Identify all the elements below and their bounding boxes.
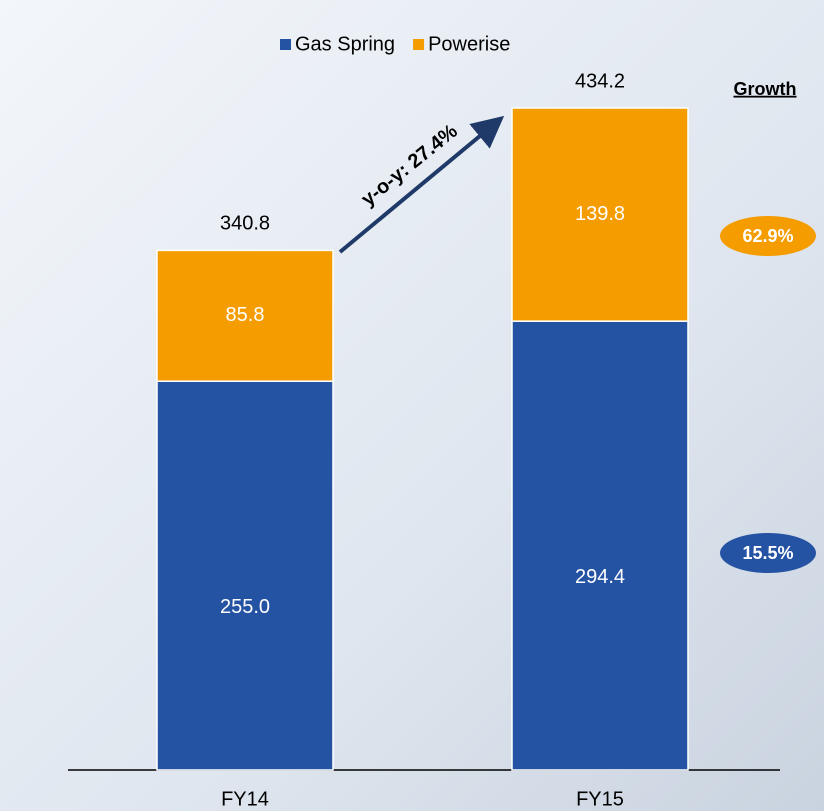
bar-segment [511,320,689,771]
growth-label: 62.9% [742,226,793,246]
value-label: 255.0 [220,596,270,618]
growth-label: 15.5% [742,543,793,563]
legend-swatch [280,39,291,50]
x-tick-label: FY14 [221,788,269,810]
total-label: 340.8 [220,213,270,235]
bar-segment [511,107,689,322]
legend-swatch [413,39,425,50]
bar-segment [156,249,334,382]
legend-label: Gas Spring [295,33,395,55]
growth-badge [720,216,816,256]
growth-title: Growth [734,79,797,99]
value-label: 139.8 [575,203,625,225]
legend-label: Powerise [428,33,510,55]
yoy-arrow [338,115,505,254]
value-label: 85.8 [226,304,265,326]
bar-segment [156,380,334,771]
total-label: 434.2 [575,70,625,92]
growth-badge [720,533,816,573]
x-tick-label: FY15 [576,788,624,810]
value-label: 294.4 [575,566,625,588]
